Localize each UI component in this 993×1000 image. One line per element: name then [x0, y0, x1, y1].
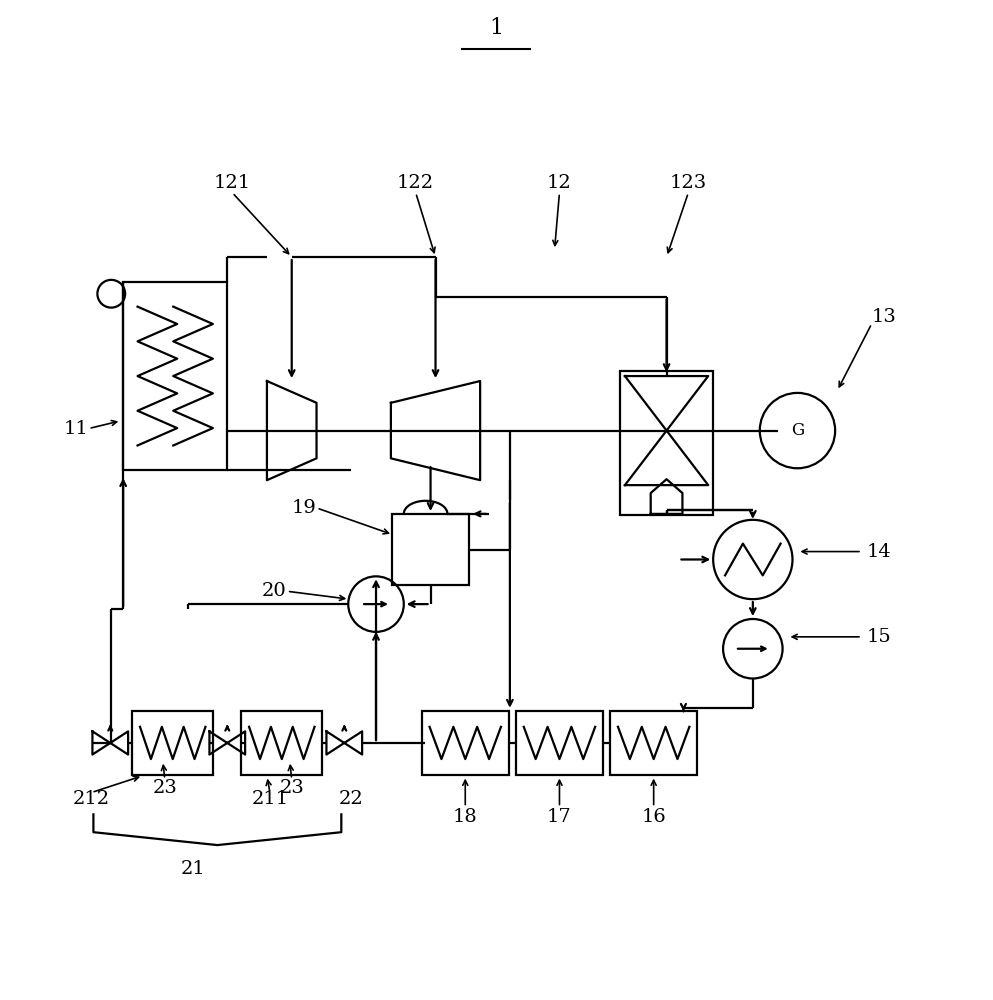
- Bar: [422, 711, 508, 775]
- Bar: [620, 371, 713, 515]
- Text: 122: 122: [397, 174, 434, 192]
- Bar: [610, 711, 697, 775]
- Text: 15: 15: [867, 628, 892, 646]
- Text: 11: 11: [64, 420, 88, 438]
- Bar: [392, 514, 470, 585]
- Text: 23: 23: [279, 779, 304, 797]
- Text: 123: 123: [669, 174, 707, 192]
- Text: 14: 14: [867, 543, 892, 561]
- Text: 121: 121: [213, 174, 251, 192]
- Text: 18: 18: [453, 808, 478, 826]
- Bar: [123, 282, 227, 470]
- Text: 12: 12: [547, 174, 572, 192]
- Text: 16: 16: [641, 808, 666, 826]
- Bar: [241, 711, 323, 775]
- Text: 13: 13: [872, 308, 897, 326]
- Text: 17: 17: [547, 808, 572, 826]
- Text: 23: 23: [152, 779, 177, 797]
- Text: 22: 22: [339, 790, 363, 808]
- Text: 211: 211: [251, 790, 289, 808]
- Text: 212: 212: [72, 790, 110, 808]
- Text: G: G: [790, 422, 804, 439]
- Text: 1: 1: [489, 17, 503, 39]
- Text: 19: 19: [292, 499, 317, 517]
- Text: 21: 21: [180, 860, 205, 878]
- Text: 20: 20: [262, 582, 287, 600]
- Bar: [132, 711, 213, 775]
- Bar: [515, 711, 603, 775]
